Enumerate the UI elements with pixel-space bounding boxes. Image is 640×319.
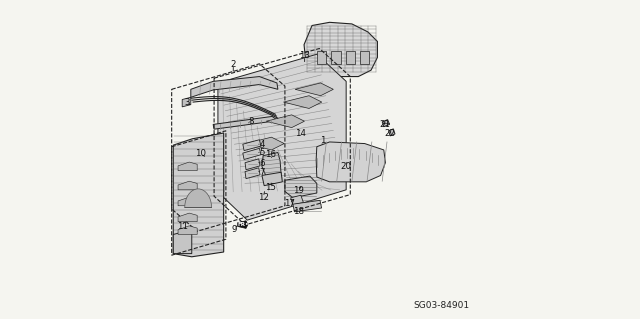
Text: 11: 11 [177,222,188,231]
Text: 7: 7 [259,168,265,177]
Text: 20: 20 [340,162,351,171]
Polygon shape [291,195,303,205]
Polygon shape [218,54,346,220]
Polygon shape [346,51,355,64]
Polygon shape [185,189,212,207]
Polygon shape [245,159,260,170]
Text: 17: 17 [284,199,295,208]
Polygon shape [178,197,197,206]
Polygon shape [237,221,248,228]
Text: 22: 22 [385,129,396,138]
Text: 14: 14 [295,129,306,138]
Polygon shape [182,97,191,107]
Text: 21: 21 [379,120,390,129]
Text: 5: 5 [259,148,265,157]
Text: 6: 6 [259,159,265,168]
Polygon shape [295,83,333,96]
Text: 16: 16 [265,150,276,159]
Polygon shape [178,162,197,171]
Polygon shape [293,200,321,212]
Polygon shape [304,22,378,77]
Polygon shape [262,172,282,186]
Polygon shape [178,226,197,234]
Polygon shape [213,116,278,129]
Text: 8: 8 [249,117,254,126]
Polygon shape [245,168,260,179]
Polygon shape [173,230,192,254]
Text: 2: 2 [230,60,236,69]
Text: 1: 1 [320,137,325,145]
Polygon shape [360,51,369,64]
Text: 18: 18 [293,207,304,216]
Polygon shape [243,148,261,160]
Polygon shape [178,213,197,222]
Polygon shape [317,51,326,64]
Text: 4: 4 [259,140,265,149]
Polygon shape [285,176,317,198]
Polygon shape [178,181,197,190]
Text: 13: 13 [299,51,310,60]
Text: 15: 15 [265,183,276,192]
Polygon shape [266,115,305,128]
Polygon shape [262,152,281,177]
Text: 3: 3 [184,98,189,107]
Text: SG03-84901: SG03-84901 [414,301,470,310]
Polygon shape [246,137,284,150]
Polygon shape [173,133,223,257]
Polygon shape [243,140,261,151]
Polygon shape [284,96,322,108]
Text: 9: 9 [231,225,237,234]
Text: 12: 12 [258,193,269,202]
Polygon shape [382,120,390,127]
Text: FR•: FR• [237,222,248,227]
Text: 19: 19 [293,186,304,195]
Text: 10: 10 [195,149,206,158]
Polygon shape [331,51,340,64]
Polygon shape [191,77,278,97]
Polygon shape [388,129,395,136]
Polygon shape [316,142,385,182]
